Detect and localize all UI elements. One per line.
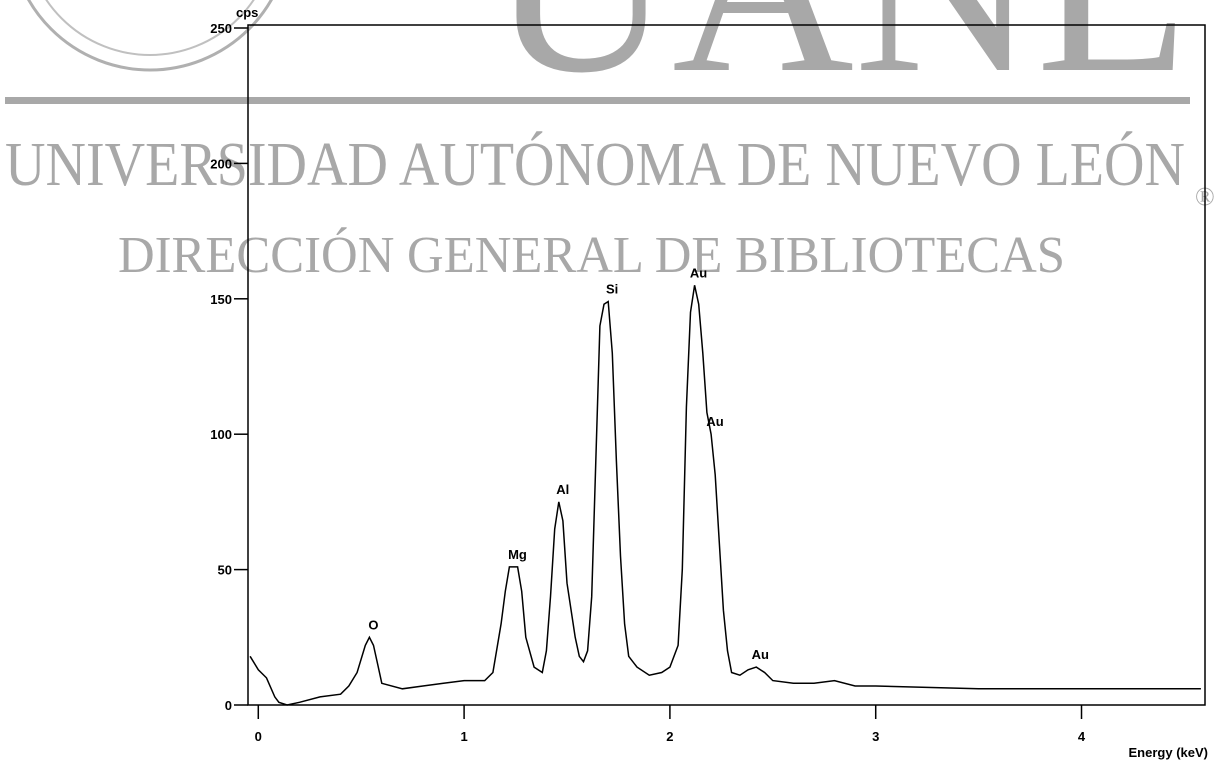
x-tick-label: 4 (1078, 729, 1086, 744)
watermark-rule (5, 97, 1190, 104)
y-tick-label: 250 (210, 21, 232, 36)
watermark-university: UNIVERSIDAD AUTÓNOMA DE NUEVO LEÓN (5, 131, 1185, 199)
plot-frame (247, 24, 1206, 706)
peak-label: Au (752, 647, 769, 662)
y-tick-label: 50 (218, 563, 232, 578)
spectrum-line (249, 285, 1201, 706)
watermark-letters: UANL (490, 0, 1190, 125)
y-tick-label: 200 (210, 156, 232, 171)
watermark-department: DIRECCIÓN GENERAL DE BIBLIOTECAS (118, 226, 1065, 284)
x-axis-label: Energy (keV) (1129, 745, 1208, 760)
watermark: UANL UNIVERSIDAD AUTÓNOMA DE NUEVO LEÓN … (5, 0, 1215, 284)
peak-label: Au (690, 265, 707, 280)
logo-ring (27, 0, 273, 72)
logo-ring (45, 0, 255, 56)
x-tick-label: 2 (666, 729, 673, 744)
x-tick-label: 0 (255, 729, 262, 744)
peak-label: Au (706, 414, 723, 429)
y-tick-label: 0 (225, 698, 232, 713)
y-tick-label: 150 (210, 292, 232, 307)
peak-label: Si (606, 282, 618, 297)
peak-label: Mg (508, 547, 527, 562)
x-tick-label: 3 (872, 729, 879, 744)
peak-label: Al (556, 482, 569, 497)
y-axis-label: cps (236, 5, 258, 20)
x-tick-label: 1 (460, 729, 467, 744)
peak-label: O (368, 617, 378, 632)
y-tick-label: 100 (210, 427, 232, 442)
